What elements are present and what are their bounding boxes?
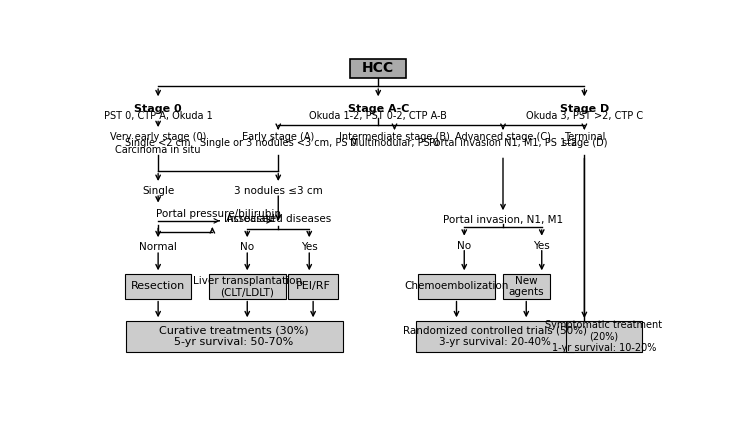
Text: stage (D): stage (D) bbox=[562, 139, 607, 148]
Text: Randomized controlled trials (50%)
3-yr survival: 20-40%: Randomized controlled trials (50%) 3-yr … bbox=[403, 326, 587, 347]
Text: Multinodular, PS 0: Multinodular, PS 0 bbox=[350, 139, 439, 148]
Text: Liver transplantation
(CLT/LDLT): Liver transplantation (CLT/LDLT) bbox=[193, 275, 302, 297]
Text: Stage D: Stage D bbox=[559, 104, 609, 114]
Text: PST 0, CTP A, Okuda 1: PST 0, CTP A, Okuda 1 bbox=[104, 111, 213, 121]
Text: Terminal: Terminal bbox=[564, 132, 605, 142]
Text: Increased: Increased bbox=[224, 214, 275, 224]
Text: Portal invasion, N1, M1: Portal invasion, N1, M1 bbox=[443, 215, 563, 226]
Text: Intermediate stage (B): Intermediate stage (B) bbox=[339, 132, 450, 142]
Text: New
agents: New agents bbox=[508, 275, 544, 297]
Text: Normal: Normal bbox=[139, 242, 177, 252]
Text: Carcinoma in situ: Carcinoma in situ bbox=[115, 145, 201, 155]
Text: No: No bbox=[240, 242, 255, 252]
Text: Symptomatic treatment
(20%)
1-yr survival: 10-20%: Symptomatic treatment (20%) 1-yr surviva… bbox=[545, 320, 662, 353]
Text: HCC: HCC bbox=[362, 61, 394, 76]
Text: Portal invasion N1, M1, PS 1–2: Portal invasion N1, M1, PS 1–2 bbox=[429, 139, 577, 148]
Text: Resection: Resection bbox=[131, 281, 185, 291]
Text: Okuda 3, PST >2, CTP C: Okuda 3, PST >2, CTP C bbox=[525, 111, 643, 121]
Text: 3 nodules ≤3 cm: 3 nodules ≤3 cm bbox=[234, 186, 323, 196]
Text: Yes: Yes bbox=[301, 242, 317, 252]
Text: Portal pressure/bilirubin: Portal pressure/bilirubin bbox=[156, 208, 280, 218]
Bar bbox=[566, 321, 642, 352]
Text: Single or 3 nodules <3 cm, PS 0: Single or 3 nodules <3 cm, PS 0 bbox=[200, 139, 356, 148]
Text: Stage A-C: Stage A-C bbox=[348, 104, 409, 114]
Bar bbox=[418, 274, 495, 299]
Bar bbox=[125, 321, 342, 352]
Text: Yes: Yes bbox=[534, 241, 550, 251]
Text: Chemoembolization: Chemoembolization bbox=[404, 281, 508, 291]
Text: No: No bbox=[457, 241, 472, 251]
Bar bbox=[351, 59, 406, 78]
Text: Advanced stage (C): Advanced stage (C) bbox=[455, 132, 551, 142]
Bar bbox=[288, 274, 338, 299]
Text: Very early stage (0): Very early stage (0) bbox=[110, 132, 207, 142]
Bar bbox=[209, 274, 286, 299]
Text: Early stage (A): Early stage (A) bbox=[242, 132, 314, 142]
Text: Okuda 1-2, PST 0-2, CTP A-B: Okuda 1-2, PST 0-2, CTP A-B bbox=[309, 111, 447, 121]
Text: PEI/RF: PEI/RF bbox=[296, 281, 331, 291]
Bar bbox=[503, 274, 550, 299]
Text: Associated diseases: Associated diseases bbox=[226, 214, 331, 224]
Text: Single: Single bbox=[142, 186, 174, 196]
Bar bbox=[416, 321, 574, 352]
Text: Stage 0: Stage 0 bbox=[134, 104, 182, 114]
Bar bbox=[125, 274, 191, 299]
Text: Single <2 cm: Single <2 cm bbox=[125, 139, 191, 148]
Text: Curative treatments (30%)
5-yr survival: 50-70%: Curative treatments (30%) 5-yr survival:… bbox=[159, 326, 309, 347]
